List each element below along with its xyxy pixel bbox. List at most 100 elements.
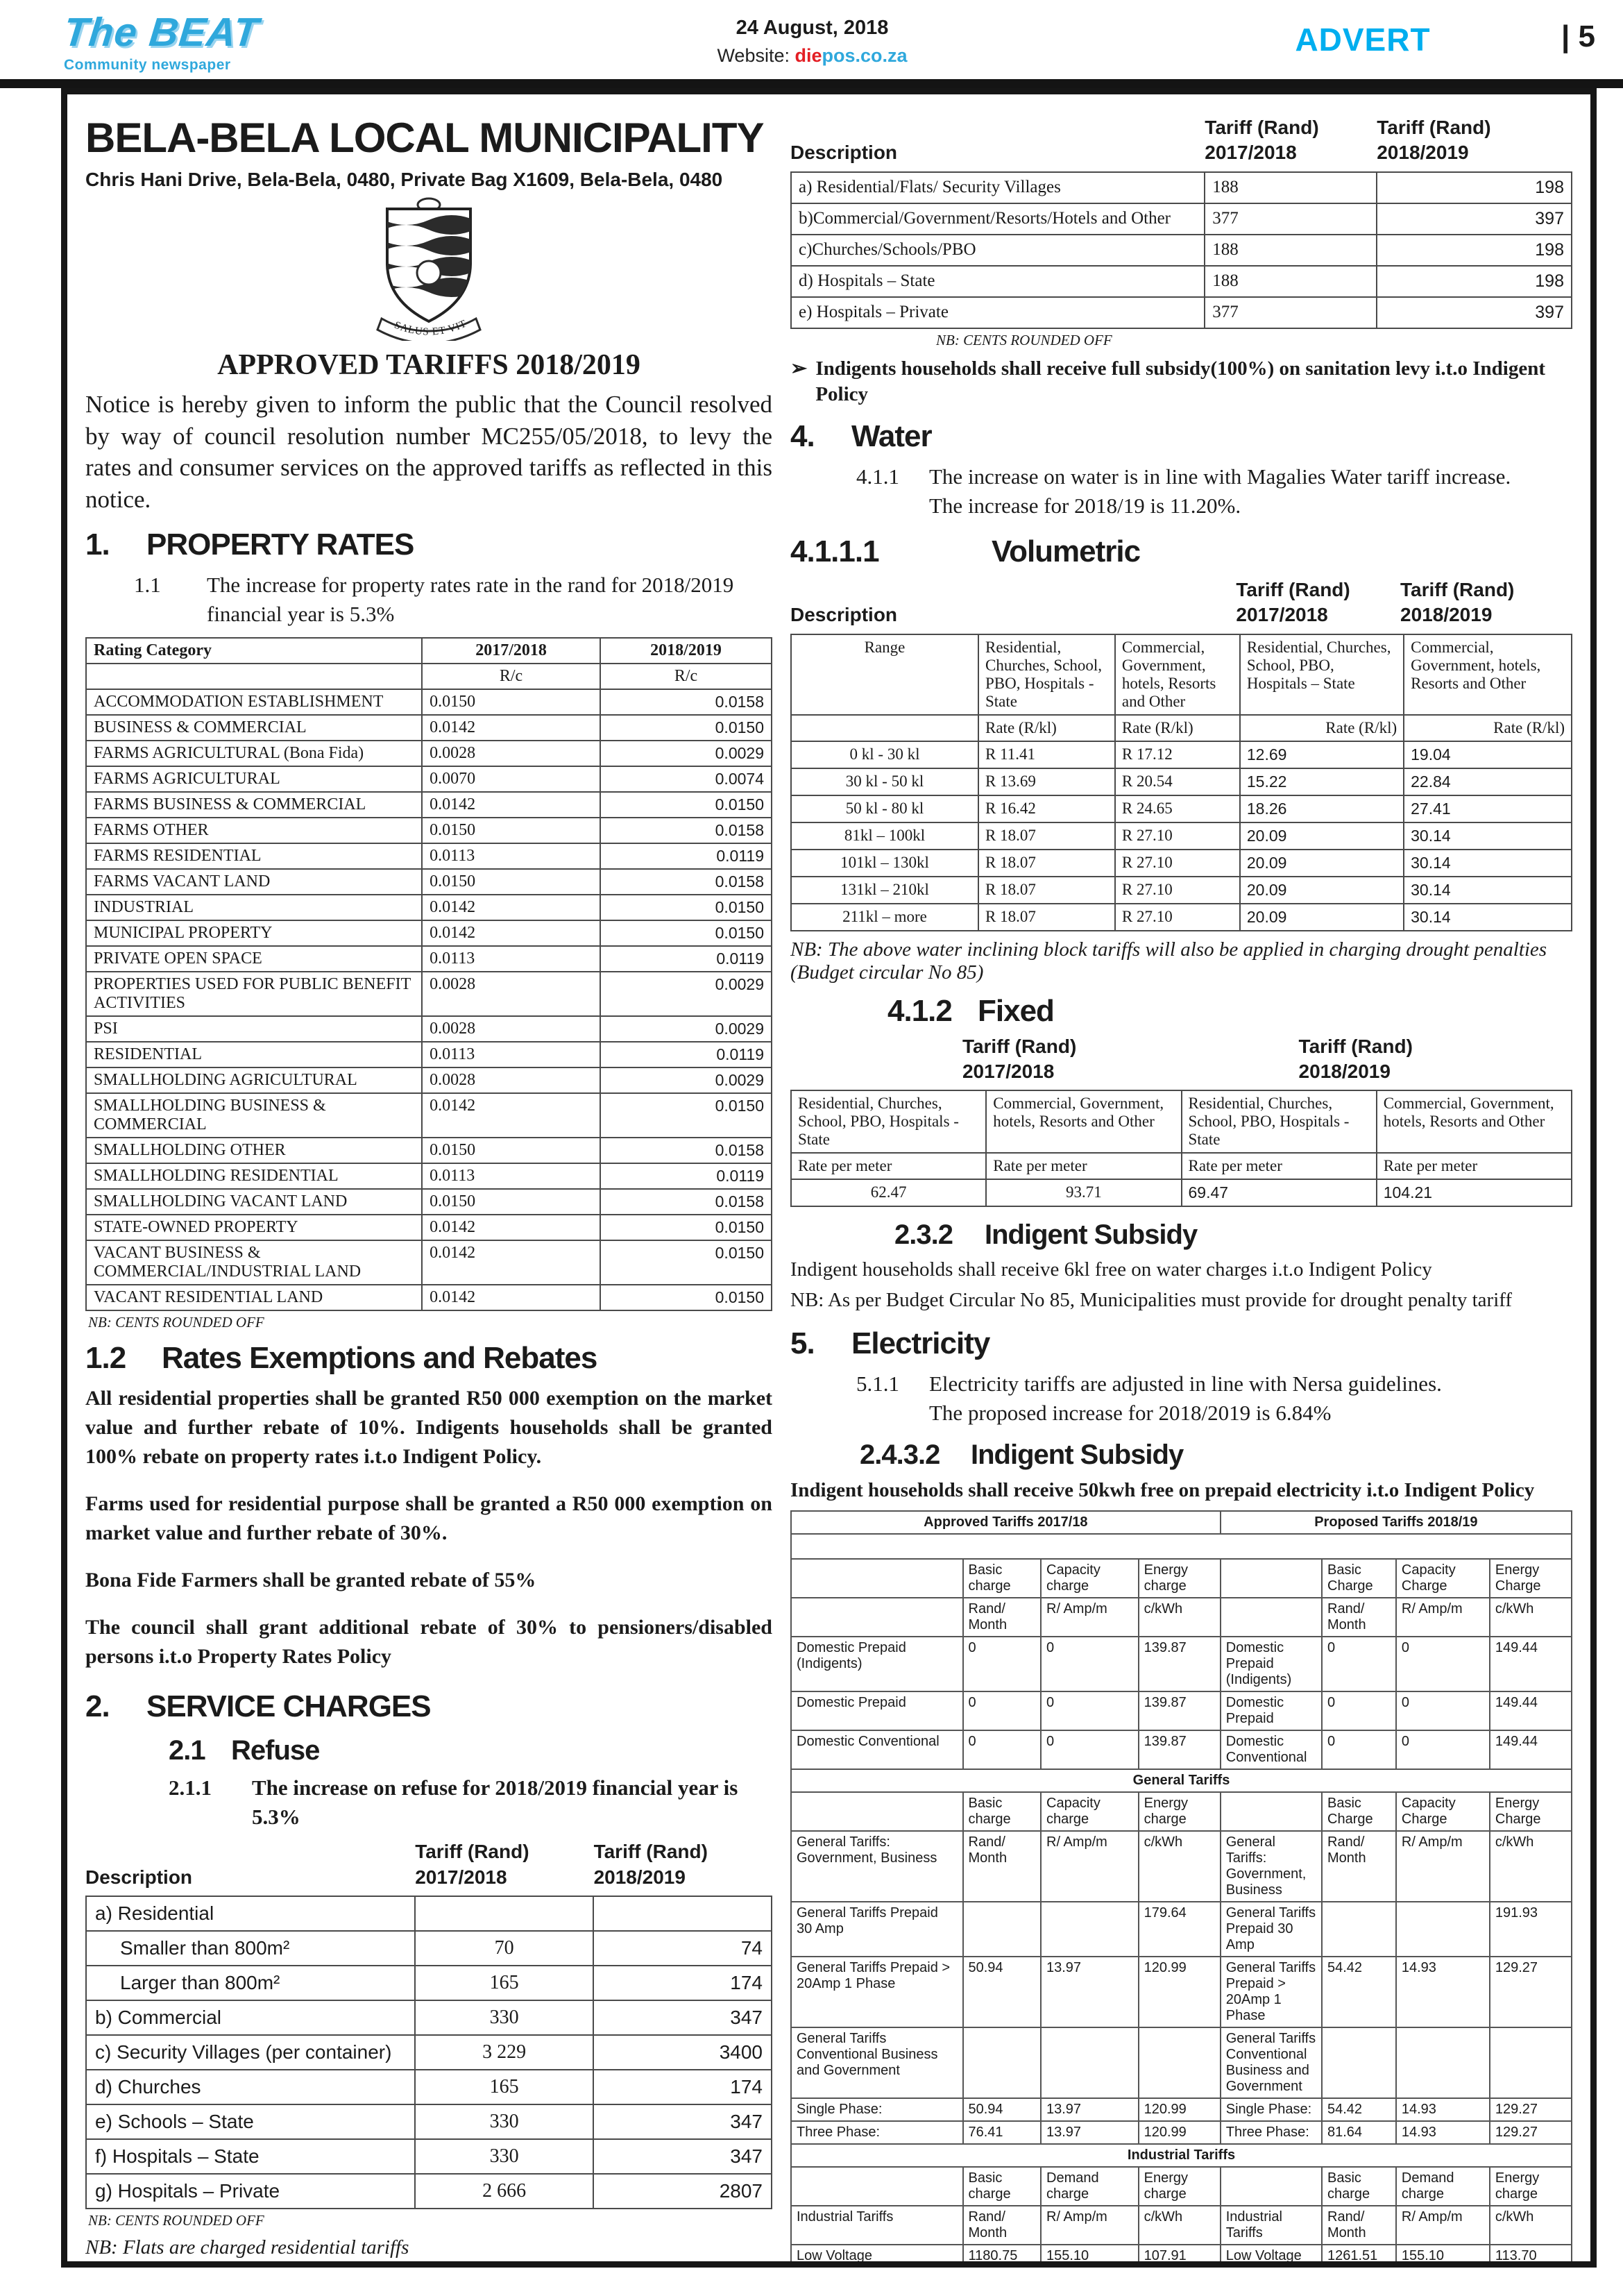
- sanitation-description-cell: d) Hospitals – State: [790, 264, 1206, 298]
- tariff-2018-cell: 347: [593, 2104, 772, 2141]
- arrow-bullet-icon: ➢: [790, 357, 808, 380]
- sanitation-description-cell: b)Commercial/Government/Resorts/Hotels a…: [790, 202, 1206, 235]
- electricity-cell: 155.10: [1395, 2243, 1490, 2261]
- section-title: Indigent Subsidy: [971, 1440, 1184, 1471]
- electricity-cell: Demand charge: [1040, 2166, 1139, 2206]
- property-rate-row: VACANT BUSINESS & COMMERCIAL/INDUSTRIAL …: [85, 1239, 773, 1285]
- group2-header: Commercial, Government, hotels, Resorts …: [1114, 633, 1241, 716]
- electricity-cell: 0: [1040, 1635, 1139, 1692]
- newspaper-logo: The BEAT Community newspaper: [62, 10, 411, 74]
- group3-header: Residential, Churches, School, PBO, Hosp…: [1239, 633, 1405, 716]
- electricity-cell: 120.99: [1137, 2097, 1221, 2122]
- refuse-description-cell: e) Schools – State: [85, 2104, 416, 2141]
- volumetric-row: 211kl – more R 18.07 R 27.10 20.09 30.14: [790, 902, 1572, 931]
- masthead: The BEAT Community newspaper 24 August, …: [0, 0, 1623, 76]
- fixed-value: 69.47: [1180, 1179, 1377, 1208]
- fixed-value: 104.21: [1375, 1179, 1573, 1208]
- sanitation-description-cell: e) Hospitals – Private: [790, 296, 1206, 329]
- electricity-cell: General Tariffs Prepaid 30 Amp: [790, 1900, 964, 1957]
- group1-header: Residential, Churches, School, PBO, Hosp…: [978, 633, 1116, 716]
- rating-category-cell: VACANT BUSINESS & COMMERCIAL/INDUSTRIAL …: [85, 1239, 423, 1285]
- electricity-cell: Energy charge: [1137, 1791, 1221, 1832]
- electricity-cell: [1395, 1900, 1490, 1957]
- electricity-cell: 13.97: [1040, 2097, 1139, 2122]
- electricity-cell: Domestic Conventional: [1219, 1729, 1323, 1770]
- tariff-2017-cell: 0.0142: [421, 1239, 601, 1285]
- tariff-2018-cell: 3400: [593, 2034, 772, 2071]
- website-label: Website:: [717, 45, 790, 66]
- property-rates-table: Rating Category 2017/2018 2018/2019 R/c …: [85, 636, 773, 1311]
- range-cell: 81kl – 100kl: [790, 821, 979, 850]
- electricity-cell: 129.27: [1488, 2120, 1573, 2145]
- municipality-address: Chris Hani Drive, Bela-Bela, 0480, Priva…: [85, 169, 723, 190]
- rate-cell: 30.14: [1403, 821, 1572, 850]
- electricity-cell: R/ Amp/m: [1395, 1830, 1490, 1902]
- refuse-row: e) Schools – State 330 347: [85, 2104, 772, 2141]
- section-rates-exemptions: 1.2 Rates Exemptions and Rebates: [85, 1341, 772, 1376]
- page-number: | 5: [1561, 19, 1595, 53]
- water-indigent-text: Indigent households shall receive 6kl fr…: [790, 1258, 1432, 1281]
- electricity-cell: General Tariffs Conventional Business an…: [790, 2026, 964, 2099]
- rate-cell: R 27.10: [1114, 902, 1241, 931]
- electricity-cell: 13.97: [1040, 2120, 1139, 2145]
- property-rate-row: FARMS OTHER 0.0150 0.0158: [85, 816, 773, 844]
- tariff-2017-cell: 330: [414, 2104, 595, 2141]
- subitem-text: The increase on refuse for 2018/2019 fin…: [252, 1775, 738, 1829]
- electricity-cell: Demand charge: [1395, 2166, 1490, 2206]
- section-water-indigent: 2.3.2 Indigent Subsidy: [894, 1219, 1572, 1251]
- refuse-row: g) Hospitals – Private 2 666 2807: [85, 2173, 772, 2210]
- tariff-2017-cell: 0.0142: [421, 1283, 601, 1311]
- tariff-2017-cell: 0.0028: [421, 739, 601, 767]
- section-number: 2.3.2: [894, 1219, 953, 1251]
- refuse-table: a) Residential Smaller than 800m² 70 74 Larg…: [85, 1896, 772, 2210]
- tariff-2017-cell: 165: [414, 2069, 595, 2106]
- description-header: Description: [790, 604, 898, 626]
- volumetric-row: 131kl – 210kl R 18.07 R 27.10 20.09 30.14: [790, 875, 1572, 904]
- website-line: Website: diepos.co.za: [411, 45, 1214, 67]
- rate-cell: 30.14: [1403, 875, 1572, 904]
- electricity-cell: Domestic Conventional: [790, 1729, 964, 1770]
- refuse-description-cell: Larger than 800m²: [85, 1965, 416, 2002]
- property-rate-row: PROPERTIES USED FOR PUBLIC BENEFIT ACTIV…: [85, 970, 773, 1017]
- volumetric-row: 0 kl - 30 kl R 11.41 R 17.12 12.69 19.04: [790, 740, 1572, 769]
- rate-cell: R 18.07: [978, 821, 1116, 850]
- tariff-2018-cell: 0.0150: [599, 791, 773, 818]
- year2-header: 2018/2019: [599, 636, 773, 664]
- tariff-2017-header: Tariff (Rand) 2017/2018: [1205, 117, 1319, 164]
- tariff-2017-cell: 330: [414, 2138, 595, 2175]
- electricity-cell: [1321, 2026, 1397, 2099]
- range-cell: 101kl – 130kl: [790, 848, 979, 877]
- exemption-paragraph: The council shall grant additional rebat…: [85, 1615, 772, 1668]
- section-number: 5.: [790, 1326, 815, 1360]
- electricity-cell: 0: [1040, 1729, 1139, 1770]
- property-rate-row: VACANT RESIDENTIAL LAND 0.0142 0.0150: [85, 1283, 773, 1311]
- rate-cell: 30.14: [1403, 848, 1572, 877]
- electricity-cell: Capacity charge: [1040, 1791, 1139, 1832]
- tariff-2017-cell: 0.0150: [421, 868, 601, 895]
- section-number: 1.2: [85, 1340, 126, 1375]
- rating-category-cell: SMALLHOLDING VACANT LAND: [85, 1188, 423, 1215]
- rate-cell: R 13.69: [978, 767, 1116, 796]
- subitem-number: 4.1.1: [856, 464, 899, 489]
- tariff-2017-header: Tariff (Rand) 2017/2018: [415, 1841, 529, 1888]
- electricity-cell: c/kWh: [1137, 1596, 1221, 1637]
- exemption-paragraph: All residential properties shall be gran…: [85, 1386, 772, 1468]
- refuse-description-cell: g) Hospitals – Private: [85, 2173, 416, 2210]
- tariff-2017-cell: 0.0150: [421, 816, 601, 844]
- section-number: 4.: [790, 419, 815, 454]
- refuse-row: a) Residential: [85, 1896, 772, 1932]
- electricity-row: Single Phase: 50.94 13.97 120.99 Single Phas…: [790, 2097, 1573, 2122]
- electricity-cell: 107.91: [1137, 2243, 1221, 2261]
- rating-category-cell: BUSINESS & COMMERCIAL: [85, 714, 423, 741]
- property-rate-row: MUNICIPAL PROPERTY 0.0142 0.0150: [85, 919, 773, 947]
- tariff-2018-cell: 397: [1375, 296, 1573, 329]
- tariff-2017-cell: 165: [414, 1965, 595, 2002]
- rate-cell: 20.09: [1239, 821, 1405, 850]
- rate-cell: 20.09: [1239, 848, 1405, 877]
- section-title: Rates Exemptions and Rebates: [162, 1340, 597, 1375]
- nb-flats-note: NB: Flats are charged residential tariff…: [85, 2236, 409, 2259]
- section-number: 4.1.1.1: [790, 534, 880, 568]
- electricity-cell: 0: [1321, 1729, 1397, 1770]
- electricity-cell: 0: [1395, 1635, 1490, 1692]
